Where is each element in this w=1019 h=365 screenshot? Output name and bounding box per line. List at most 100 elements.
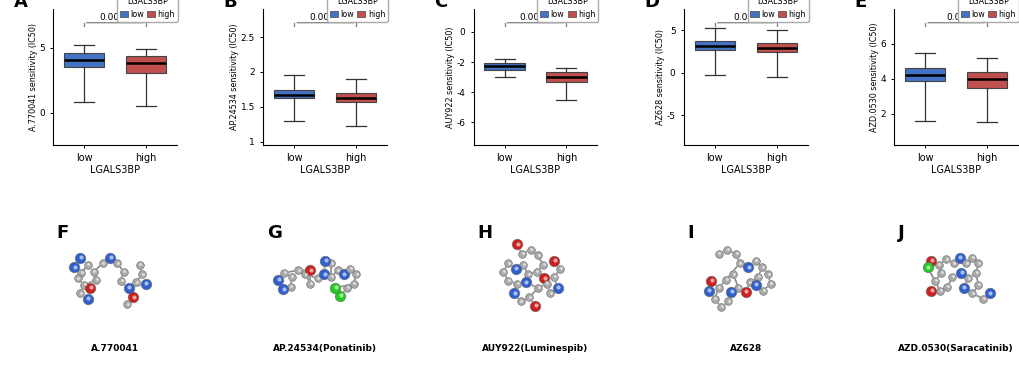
Point bbox=[719, 299, 736, 304]
Point bbox=[552, 265, 569, 271]
Point bbox=[527, 303, 543, 308]
Point bbox=[515, 261, 531, 267]
Point bbox=[709, 251, 726, 257]
Point bbox=[926, 278, 943, 284]
Point bbox=[952, 254, 968, 260]
X-axis label: LGALS3BP: LGALS3BP bbox=[510, 165, 560, 175]
Point bbox=[514, 251, 530, 257]
Point bbox=[964, 290, 980, 296]
Legend: low, high: low, high bbox=[747, 0, 808, 22]
Point bbox=[135, 271, 151, 277]
Point bbox=[749, 274, 765, 280]
Point bbox=[712, 304, 729, 310]
Point bbox=[753, 265, 769, 270]
Point bbox=[336, 271, 353, 277]
Point bbox=[534, 262, 550, 268]
Point bbox=[706, 296, 722, 302]
Text: AZ628: AZ628 bbox=[729, 344, 761, 353]
Point bbox=[931, 288, 948, 293]
Point bbox=[138, 281, 154, 287]
Point bbox=[345, 281, 362, 287]
Point bbox=[539, 280, 555, 286]
Text: H: H bbox=[477, 224, 492, 242]
Y-axis label: AP.24534 sensitivity (IC50): AP.24534 sensitivity (IC50) bbox=[230, 24, 239, 130]
Point bbox=[926, 278, 943, 284]
Point bbox=[530, 251, 546, 257]
Point bbox=[529, 268, 545, 274]
Point bbox=[270, 277, 286, 283]
Point bbox=[718, 247, 735, 253]
Text: G: G bbox=[267, 224, 281, 242]
Point bbox=[535, 276, 551, 281]
Point bbox=[317, 258, 333, 264]
Point bbox=[926, 277, 943, 283]
Point bbox=[528, 302, 544, 308]
Text: 0.0023: 0.0023 bbox=[99, 13, 130, 22]
Legend: low, high: low, high bbox=[327, 0, 387, 22]
Point bbox=[270, 276, 286, 282]
Point bbox=[937, 256, 954, 262]
Point bbox=[722, 289, 739, 295]
Point bbox=[513, 298, 529, 304]
Point bbox=[120, 285, 137, 291]
Point bbox=[700, 288, 716, 293]
Point bbox=[534, 262, 550, 268]
Point bbox=[538, 281, 554, 287]
Point bbox=[515, 262, 531, 268]
Point bbox=[302, 267, 318, 273]
Point bbox=[549, 284, 566, 290]
PathPatch shape bbox=[966, 72, 1006, 88]
X-axis label: LGALS3BP: LGALS3BP bbox=[90, 165, 140, 175]
Point bbox=[72, 255, 89, 261]
Point bbox=[125, 295, 142, 300]
Point bbox=[932, 270, 949, 276]
Point bbox=[282, 284, 299, 289]
Point bbox=[549, 285, 566, 291]
Point bbox=[310, 276, 326, 281]
Point bbox=[494, 269, 511, 274]
Point bbox=[341, 266, 358, 272]
Point bbox=[297, 271, 313, 277]
Point bbox=[545, 258, 561, 264]
Point bbox=[82, 285, 98, 291]
Point bbox=[506, 290, 523, 296]
Point bbox=[730, 285, 746, 291]
Point bbox=[345, 280, 362, 286]
Point bbox=[980, 291, 997, 296]
Point bbox=[938, 284, 955, 289]
Point bbox=[967, 270, 983, 276]
Point bbox=[952, 270, 968, 276]
Text: AZD.0530(Saracatinib): AZD.0530(Saracatinib) bbox=[898, 344, 1013, 353]
Point bbox=[327, 285, 343, 291]
Point bbox=[289, 267, 306, 273]
Point bbox=[347, 271, 364, 277]
Point bbox=[957, 261, 973, 266]
Point bbox=[919, 264, 935, 270]
Point bbox=[505, 291, 522, 296]
Point bbox=[931, 287, 948, 293]
Point bbox=[86, 269, 102, 274]
Point bbox=[119, 301, 136, 307]
Point bbox=[951, 255, 967, 261]
Point bbox=[82, 285, 98, 291]
Point bbox=[323, 260, 339, 266]
Point bbox=[754, 288, 770, 293]
X-axis label: LGALS3BP: LGALS3BP bbox=[300, 165, 350, 175]
Text: F: F bbox=[57, 224, 69, 242]
Point bbox=[969, 282, 985, 288]
Point bbox=[499, 278, 516, 284]
Point bbox=[95, 261, 111, 266]
Point bbox=[545, 274, 561, 280]
Point bbox=[761, 281, 777, 287]
Point bbox=[960, 275, 976, 281]
Point bbox=[958, 260, 974, 266]
Point bbox=[938, 284, 955, 289]
Point bbox=[500, 277, 517, 283]
Point bbox=[922, 258, 938, 264]
Point bbox=[499, 261, 516, 266]
Point bbox=[545, 258, 561, 264]
Point bbox=[542, 290, 558, 296]
Point bbox=[317, 258, 333, 264]
Point bbox=[276, 270, 292, 276]
Point bbox=[740, 264, 756, 270]
